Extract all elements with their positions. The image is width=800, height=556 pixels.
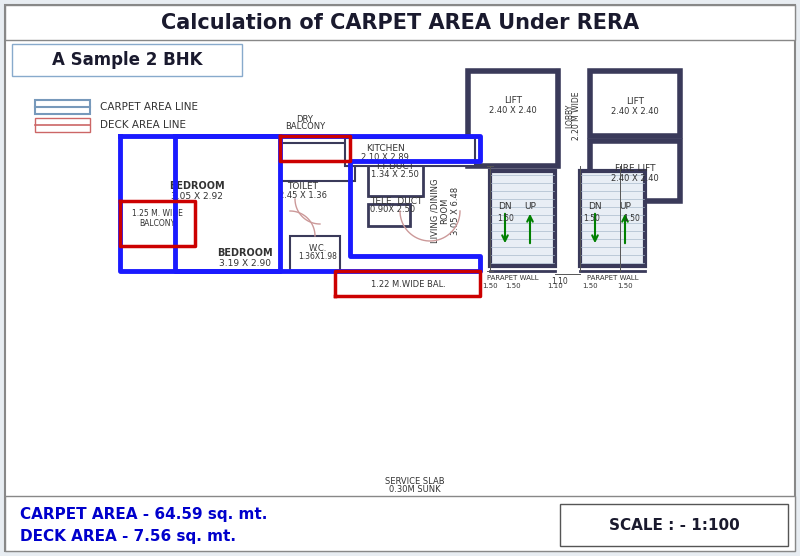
FancyBboxPatch shape xyxy=(12,44,242,76)
Text: Calculation of CARPET AREA Under RERA: Calculation of CARPET AREA Under RERA xyxy=(161,13,639,33)
Bar xyxy=(490,171,555,266)
Text: DN: DN xyxy=(498,201,512,211)
Text: BALCONY: BALCONY xyxy=(285,122,325,131)
Bar xyxy=(590,141,680,201)
Text: 1.10: 1.10 xyxy=(547,283,563,289)
Bar xyxy=(280,143,355,181)
Text: SCALE : - 1:100: SCALE : - 1:100 xyxy=(609,518,739,533)
Text: 0.90X 2.50: 0.90X 2.50 xyxy=(370,205,415,214)
Text: BEDROOM: BEDROOM xyxy=(217,248,273,258)
Text: ROOM: ROOM xyxy=(441,198,450,224)
FancyBboxPatch shape xyxy=(5,5,795,40)
FancyBboxPatch shape xyxy=(35,118,90,132)
Text: TOILET: TOILET xyxy=(287,181,318,191)
Text: LIFT: LIFT xyxy=(504,96,522,105)
Text: W.C.: W.C. xyxy=(309,244,327,252)
FancyBboxPatch shape xyxy=(5,5,795,551)
Bar xyxy=(368,158,423,196)
FancyBboxPatch shape xyxy=(35,100,90,114)
Text: 1.50: 1.50 xyxy=(482,283,498,289)
Text: 2.10 X 2.89: 2.10 X 2.89 xyxy=(361,152,409,161)
Text: BALCONY: BALCONY xyxy=(139,219,175,227)
Bar xyxy=(468,71,558,166)
Text: UP: UP xyxy=(619,201,631,211)
Text: 1.25 M. WIDE: 1.25 M. WIDE xyxy=(131,208,182,217)
Text: SERVICE SLAB: SERVICE SLAB xyxy=(385,476,445,485)
Text: TELE. DUCT: TELE. DUCT xyxy=(370,196,422,206)
Text: 1.50: 1.50 xyxy=(623,214,640,222)
Text: 1.22 M.WIDE BAL.: 1.22 M.WIDE BAL. xyxy=(370,280,446,289)
Text: LIVING /DINING: LIVING /DINING xyxy=(430,178,439,244)
Text: PARAPET WALL: PARAPET WALL xyxy=(587,275,639,281)
Bar xyxy=(290,236,340,271)
Text: A Sample 2 BHK: A Sample 2 BHK xyxy=(52,51,202,69)
Text: 1.50: 1.50 xyxy=(497,214,514,222)
Bar xyxy=(345,138,475,166)
Bar xyxy=(590,71,680,136)
Text: 1.50: 1.50 xyxy=(617,283,633,289)
Text: CARPET AREA - 64.59 sq. mt.: CARPET AREA - 64.59 sq. mt. xyxy=(20,507,267,522)
Text: 1.36X1.98: 1.36X1.98 xyxy=(298,251,338,261)
Text: LIFT: LIFT xyxy=(626,97,644,106)
Text: 1.50: 1.50 xyxy=(505,283,521,289)
Text: 0.30M SUNK: 0.30M SUNK xyxy=(389,484,441,494)
Text: 2.45 X 1.36: 2.45 X 1.36 xyxy=(279,191,327,200)
Text: DRY: DRY xyxy=(297,115,314,124)
Text: 1.10: 1.10 xyxy=(552,276,568,285)
Text: DECK AREA - 7.56 sq. mt.: DECK AREA - 7.56 sq. mt. xyxy=(20,529,236,544)
Text: 3.05 X 6.48: 3.05 X 6.48 xyxy=(450,187,459,235)
Text: FIRE LIFT: FIRE LIFT xyxy=(614,163,655,172)
Bar xyxy=(580,171,645,266)
FancyBboxPatch shape xyxy=(5,496,795,551)
Text: F.F.DUCT: F.F.DUCT xyxy=(376,161,414,171)
Text: 3.19 X 2.90: 3.19 X 2.90 xyxy=(219,259,271,267)
Text: BEDROOM: BEDROOM xyxy=(169,181,225,191)
Text: 2.20 M WIDE: 2.20 M WIDE xyxy=(572,92,581,140)
Text: DECK AREA LINE: DECK AREA LINE xyxy=(100,120,186,130)
Text: 1.50: 1.50 xyxy=(583,214,600,222)
Text: UP: UP xyxy=(524,201,536,211)
FancyBboxPatch shape xyxy=(560,504,788,546)
Text: LOBBY: LOBBY xyxy=(565,104,574,128)
Text: CARPET AREA LINE: CARPET AREA LINE xyxy=(100,102,198,112)
Text: 2.40 X 2.40: 2.40 X 2.40 xyxy=(611,107,659,116)
Text: DN: DN xyxy=(588,201,602,211)
Bar xyxy=(368,204,410,226)
Text: 2.40 X 2.40: 2.40 X 2.40 xyxy=(489,106,537,115)
Text: 3.05 X 2.92: 3.05 X 2.92 xyxy=(171,191,223,201)
Text: 1.34 X 2.50: 1.34 X 2.50 xyxy=(371,170,419,178)
Text: 1.50: 1.50 xyxy=(582,283,598,289)
Text: PARAPET WALL: PARAPET WALL xyxy=(487,275,539,281)
Text: KITCHEN: KITCHEN xyxy=(366,143,404,152)
Text: 2.40 X 2.40: 2.40 X 2.40 xyxy=(611,173,659,182)
